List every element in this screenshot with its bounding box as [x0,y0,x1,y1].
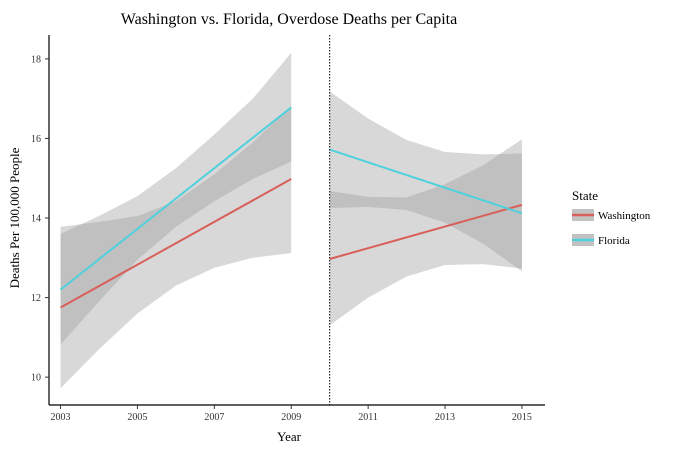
y-tick-label-18: 18 [31,54,41,65]
confidence-bands [60,52,522,389]
x-axis-ticks: 2003 2005 2007 2009 2011 2013 2015 [51,405,532,423]
x-axis-label: Year [277,429,302,444]
x-tick-label-2009: 2009 [281,412,301,423]
y-axis-ticks: 10 12 14 16 18 [31,54,49,384]
line-florida-pre [59,106,292,291]
x-tick-label-2005: 2005 [127,412,147,423]
x-tick-label-2011: 2011 [358,412,378,423]
chart-title: Washington vs. Florida, Overdose Deaths … [121,11,457,28]
band-washington-pre [60,105,292,389]
x-tick-label-2015: 2015 [512,412,532,423]
line-washington-post [329,203,523,260]
y-tick-label-16: 16 [31,134,41,145]
y-tick-label-14: 14 [31,214,41,225]
legend-label-florida: Florida [598,235,630,247]
series-lines [59,106,523,309]
y-tick-label-10: 10 [31,373,41,384]
x-tick-label-2003: 2003 [51,412,71,423]
y-tick-label-12: 12 [31,293,41,304]
line-florida-post [329,148,523,215]
legend: State Washington Florida [572,188,651,247]
x-tick-label-2013: 2013 [435,412,455,423]
x-tick-label-2007: 2007 [204,412,224,423]
y-axis-label: Deaths Per 100,000 People [7,147,22,288]
legend-label-washington: Washington [598,210,651,222]
legend-title: State [572,188,598,203]
line-washington-pre [60,178,292,309]
